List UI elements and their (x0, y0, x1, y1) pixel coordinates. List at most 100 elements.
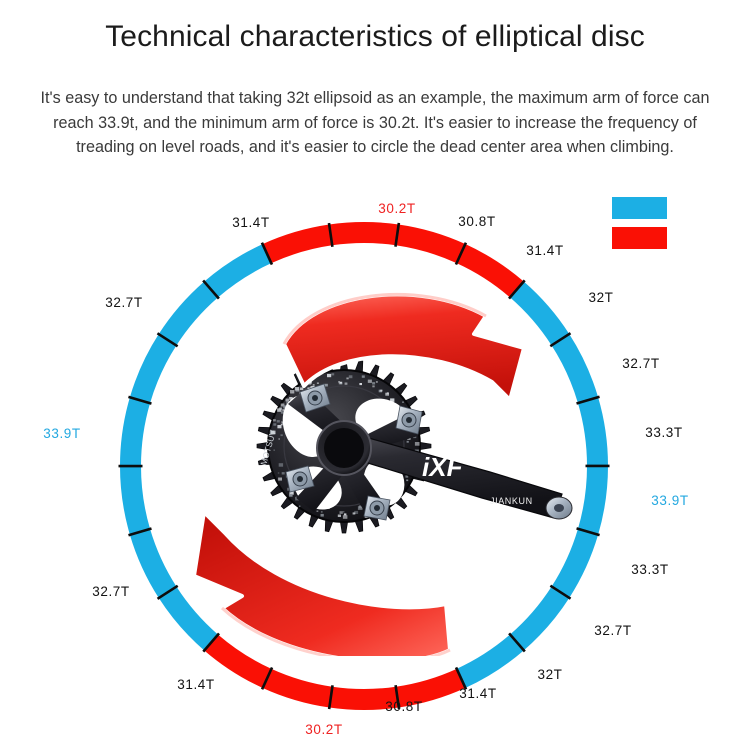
chainring-print-speck (340, 382, 342, 384)
tooth-count-label: 32.7T (594, 623, 632, 638)
chainring-print-speck (343, 513, 347, 516)
ring-segment (204, 244, 272, 298)
chainring-print-speck (283, 405, 288, 409)
ring-segment (129, 334, 177, 404)
chainring-tooth (419, 441, 432, 451)
description-paragraph: It's easy to understand that taking 32t … (40, 89, 710, 156)
chainring-print-speck (337, 514, 341, 517)
ring-segment (329, 686, 399, 711)
tooth-count-label: 31.4T (459, 686, 497, 701)
legend-swatch-red (611, 226, 668, 250)
legend-swatch-blue (611, 196, 668, 220)
ring-tick (454, 666, 468, 690)
tooth-count-label: 31.4T (177, 677, 215, 692)
ring-segment (204, 634, 272, 688)
ring-segment (395, 224, 466, 264)
ring-tick (260, 242, 274, 266)
spindle-bore (316, 420, 372, 476)
chainring-print-speck (358, 505, 363, 509)
ring-segment (129, 528, 177, 598)
chainring-print-speck (298, 505, 301, 507)
rotation-arrow-return-icon (150, 478, 460, 656)
tooth-count-label: 30.2T (305, 722, 343, 737)
chainring-print-speck (344, 382, 348, 385)
chainring-print-speck (380, 389, 383, 392)
chainring-print-speck (327, 373, 332, 378)
ring-segment (577, 397, 608, 466)
ring-segment (510, 586, 570, 651)
chainring-print-speck (316, 510, 319, 512)
chainring-bolts (285, 383, 423, 521)
chainring-print-speck (367, 379, 372, 383)
chainring-print-speck (277, 425, 282, 429)
chainring-print-speck (346, 377, 349, 380)
chainring-print-speck (390, 398, 395, 402)
chainring-print-speck (331, 373, 335, 376)
chainring-print-speck (348, 375, 353, 379)
chainring-print-speck (280, 423, 283, 426)
ring-tick (327, 222, 334, 247)
chainring-print-speck (280, 411, 285, 414)
tooth-count-label: 30.2T (378, 201, 416, 216)
ring-segment (120, 466, 151, 535)
chainring-print-speck (281, 421, 283, 423)
chainring-print-speck (354, 510, 359, 514)
ring-segment (577, 465, 609, 535)
ring-tick (576, 527, 600, 537)
ring-segment (158, 586, 219, 651)
ring-tick (394, 222, 401, 247)
crankarm-brand-label: iXF (422, 452, 464, 482)
ring-segment (395, 668, 466, 708)
ring-tick (156, 332, 179, 348)
chainring-print-speck (277, 472, 280, 474)
ring-tick (454, 242, 468, 266)
chainring-print-speck (285, 398, 289, 402)
ring-tick (128, 527, 152, 537)
tooth-count-label: 30.8T (385, 699, 423, 714)
chainring-print-speck (273, 449, 275, 451)
chainring-print-speck (287, 487, 291, 491)
chainring-print-speck (361, 375, 365, 378)
tooth-count-label: 32.7T (622, 356, 660, 371)
chainring-print-speck (270, 430, 276, 435)
ring-tick (549, 584, 572, 600)
tooth-count-label: 33.9T (43, 426, 81, 441)
chainring-print-speck (338, 381, 340, 383)
ring-segment (329, 221, 399, 246)
rotation-arrow-clockwise-icon (278, 286, 568, 418)
chainring-print-speck (278, 477, 282, 481)
crankarm-secondary-label: JIANKUN (490, 496, 533, 506)
ring-segment (551, 528, 599, 598)
ring-tick (128, 395, 152, 405)
ring-tick-group (118, 222, 610, 710)
chainring-print-speck (273, 419, 276, 422)
chainring-print-speck (372, 382, 376, 385)
chainring-print-speck (280, 434, 283, 437)
legend (611, 196, 671, 256)
chainring-print-speck (372, 385, 375, 388)
chainring-print-speck (277, 408, 282, 412)
chainring-print-speck (375, 381, 378, 383)
chainring-print-speck (320, 513, 324, 517)
ring-segment (551, 334, 599, 404)
tooth-count-label: 33.9T (651, 493, 689, 508)
ring-tick (260, 666, 274, 690)
chainring-print-speck (273, 423, 277, 426)
chainring-print-speck (289, 397, 293, 400)
chainring-print-speck (320, 511, 323, 513)
chainring-print-speck (402, 401, 404, 403)
ring-segment (158, 281, 218, 346)
chainring-print-speck (276, 420, 280, 423)
ring-tick (327, 685, 334, 710)
chainring-print-speck (280, 403, 285, 407)
chainring-print-speck (406, 440, 409, 443)
tooth-count-label: 32T (537, 667, 563, 682)
chainring-print-speck (339, 511, 343, 514)
ring-tick (549, 332, 572, 348)
chainring-print-speck (405, 475, 409, 478)
chainring-print-speck (342, 515, 348, 519)
ring-tick (156, 584, 179, 600)
